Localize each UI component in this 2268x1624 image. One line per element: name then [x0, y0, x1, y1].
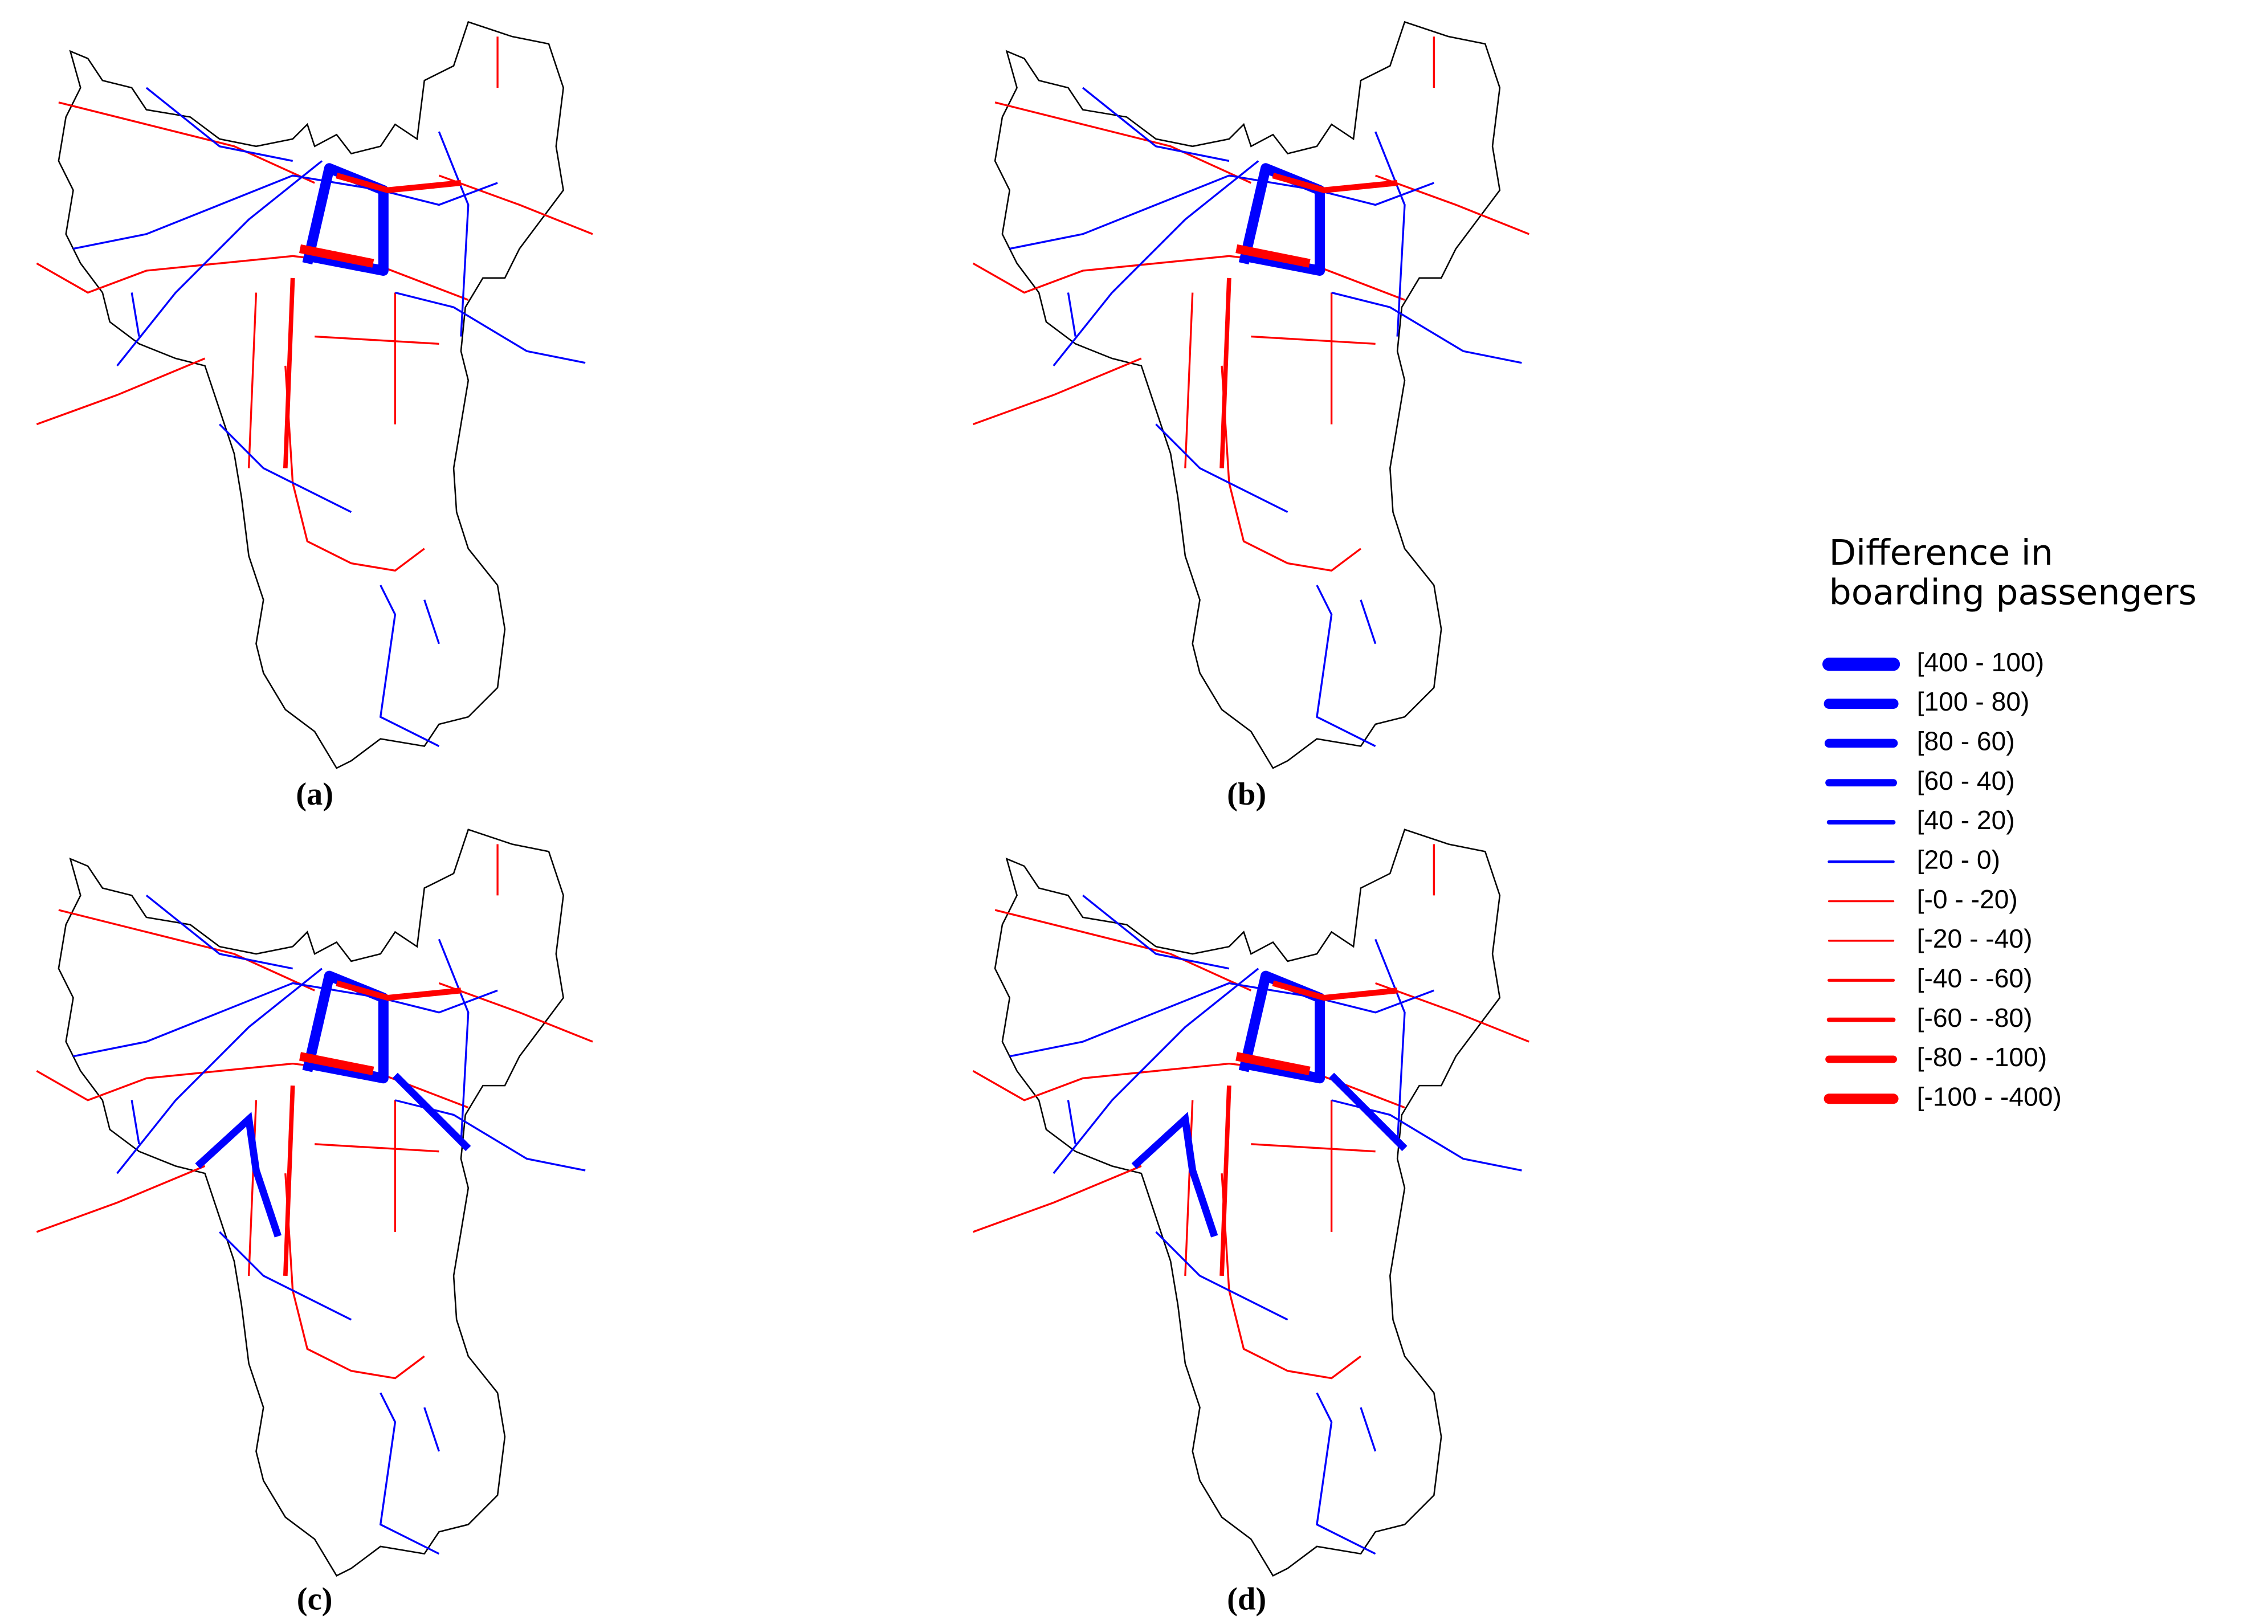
legend-title: boarding passengers: [1829, 572, 2197, 613]
route: [1131, 1112, 1218, 1238]
legend-label: [40 - 20): [1917, 805, 2015, 835]
legend-label: [60 - 40): [1917, 766, 2015, 795]
route: [1329, 1072, 1408, 1152]
caption: (c): [297, 1581, 333, 1617]
legend-label: [-60 - -80): [1917, 1003, 2033, 1033]
legend-label: [-40 - -60): [1917, 963, 2033, 993]
map-d: [973, 830, 1529, 1576]
legend-label: [-80 - -100): [1917, 1042, 2047, 1072]
map-b: [973, 22, 1529, 768]
legend-label: [100 - 80): [1917, 687, 2030, 716]
legend: [400 - 100) [100 - 80) [80 - 60) [60 - 40) […: [1822, 647, 2062, 1111]
legend-label: [-20 - -40): [1917, 924, 2033, 953]
route: [195, 1112, 282, 1238]
legend-label: [-100 - -400): [1917, 1082, 2062, 1111]
map-c: [36, 830, 593, 1576]
legend-label: [400 - 100): [1917, 647, 2044, 677]
caption: (a): [296, 777, 333, 812]
legend-label: [-0 - -20): [1917, 884, 2018, 914]
map-a: [36, 22, 593, 768]
legend-title: Difference in: [1829, 532, 2053, 573]
legend-label: [20 - 0): [1917, 845, 2000, 875]
legend-label: [80 - 60): [1917, 727, 2015, 756]
caption: (b): [1227, 777, 1266, 812]
caption: (d): [1227, 1581, 1266, 1617]
route: [392, 1072, 471, 1152]
extra-routes: [195, 1072, 1408, 1238]
